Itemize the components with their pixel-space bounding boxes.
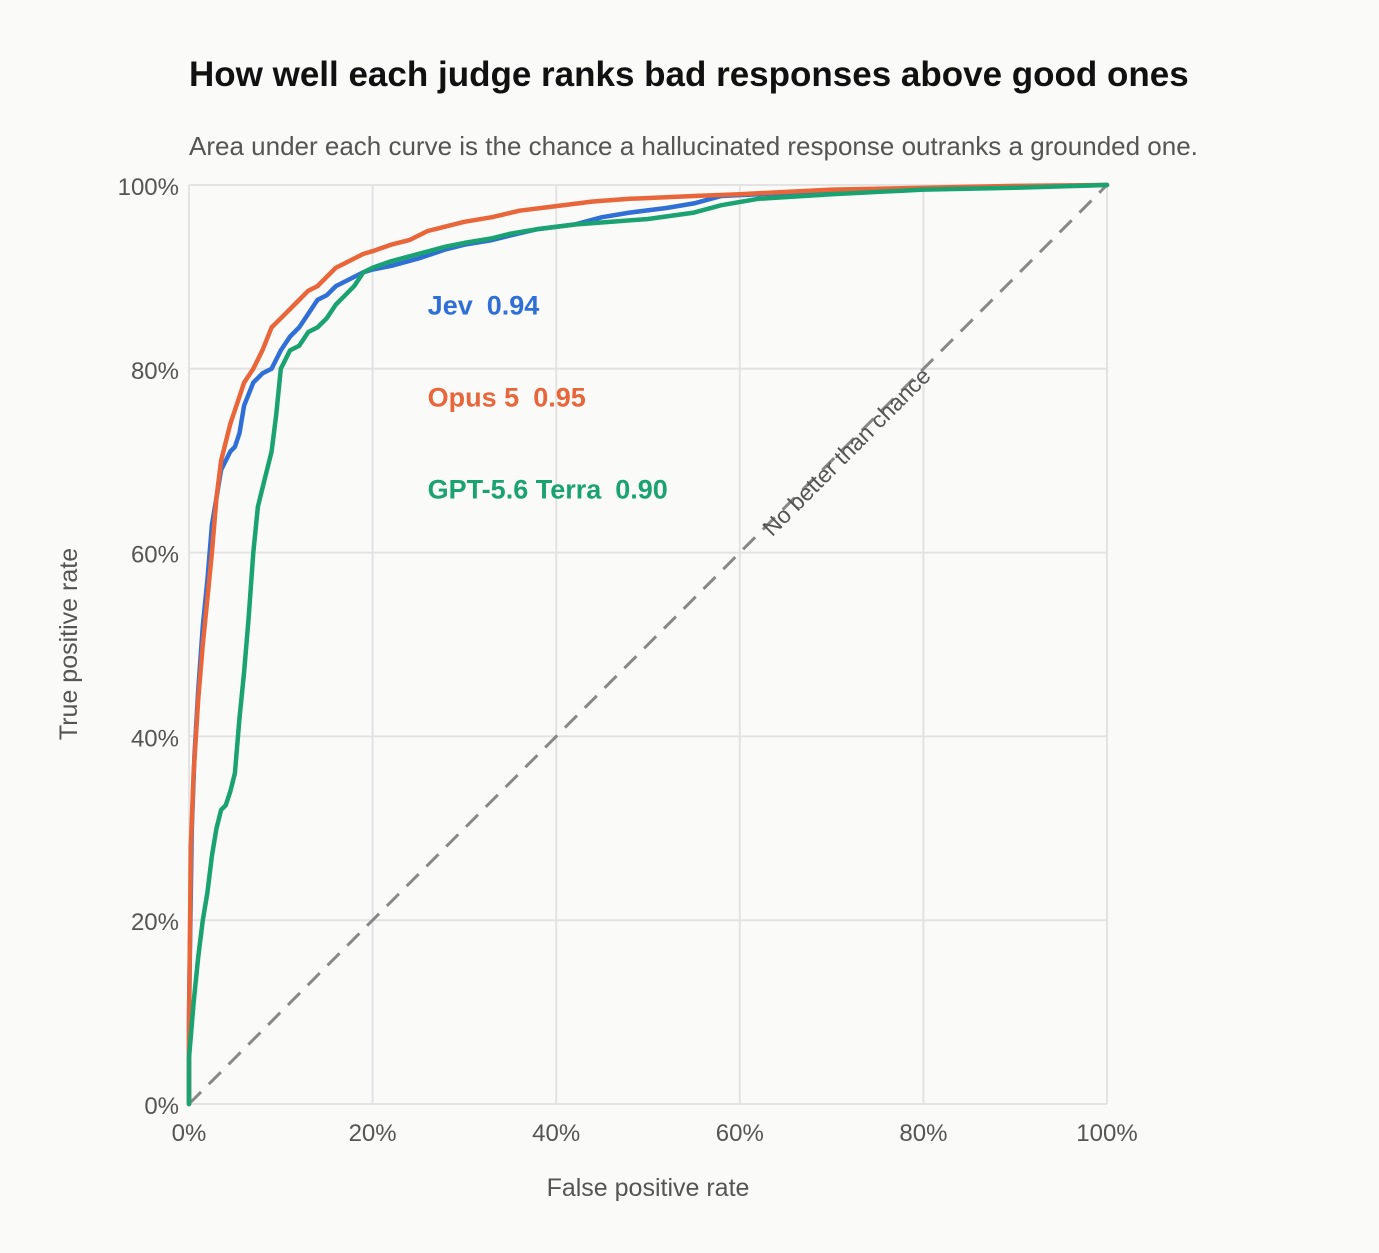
x-tick-label: 80% xyxy=(899,1120,947,1147)
x-tick-label: 60% xyxy=(716,1120,764,1147)
x-tick-label: 40% xyxy=(532,1120,580,1147)
series-name: Opus 5 xyxy=(428,382,520,412)
y-tick-label: 80% xyxy=(131,358,179,385)
y-axis-label: True positive rate xyxy=(55,548,83,740)
series-label: Opus 5 0.95 xyxy=(428,382,586,412)
series-label: Jev 0.94 xyxy=(428,290,540,320)
y-tick-label: 60% xyxy=(131,542,179,569)
x-tick-label: 0% xyxy=(172,1120,207,1147)
series-auc: 0.90 xyxy=(615,474,668,504)
series-name: GPT-5.6 Terra xyxy=(428,474,603,504)
chart-subtitle: Area under each curve is the chance a ha… xyxy=(189,131,1198,161)
y-tick-label: 40% xyxy=(131,725,179,752)
series-labels: Jev 0.94 Opus 5 0.95 GPT-5.6 Terra 0.90 xyxy=(428,290,668,504)
chance-line xyxy=(187,183,1109,1106)
series-auc: 0.94 xyxy=(487,290,540,320)
chance-line-label: No better than chance xyxy=(757,362,935,540)
y-tick-label: 20% xyxy=(131,909,179,936)
grid xyxy=(188,184,1108,1105)
series-auc: 0.95 xyxy=(533,382,586,412)
x-axis-label: False positive rate xyxy=(547,1174,750,1202)
y-tick-label: 100% xyxy=(118,174,179,201)
y-tick-label: 0% xyxy=(144,1093,179,1120)
series-line-gpt-5-6-terra xyxy=(186,182,1110,1107)
series-name: Jev xyxy=(428,290,473,320)
x-tick-label: 100% xyxy=(1076,1120,1137,1147)
chart-title: How well each judge ranks bad responses … xyxy=(189,55,1189,94)
series-label: GPT-5.6 Terra 0.90 xyxy=(428,474,668,504)
series-line-opus-5 xyxy=(186,182,1110,1107)
x-tick-label: 20% xyxy=(349,1120,397,1147)
chance-reference: No better than chance xyxy=(187,183,1109,1106)
axis-ticks: 0% 20% 40% 60% 80% 100% 0% 20% 40% 60% 80% 100% xyxy=(118,174,1138,1147)
series-group xyxy=(186,182,1110,1107)
